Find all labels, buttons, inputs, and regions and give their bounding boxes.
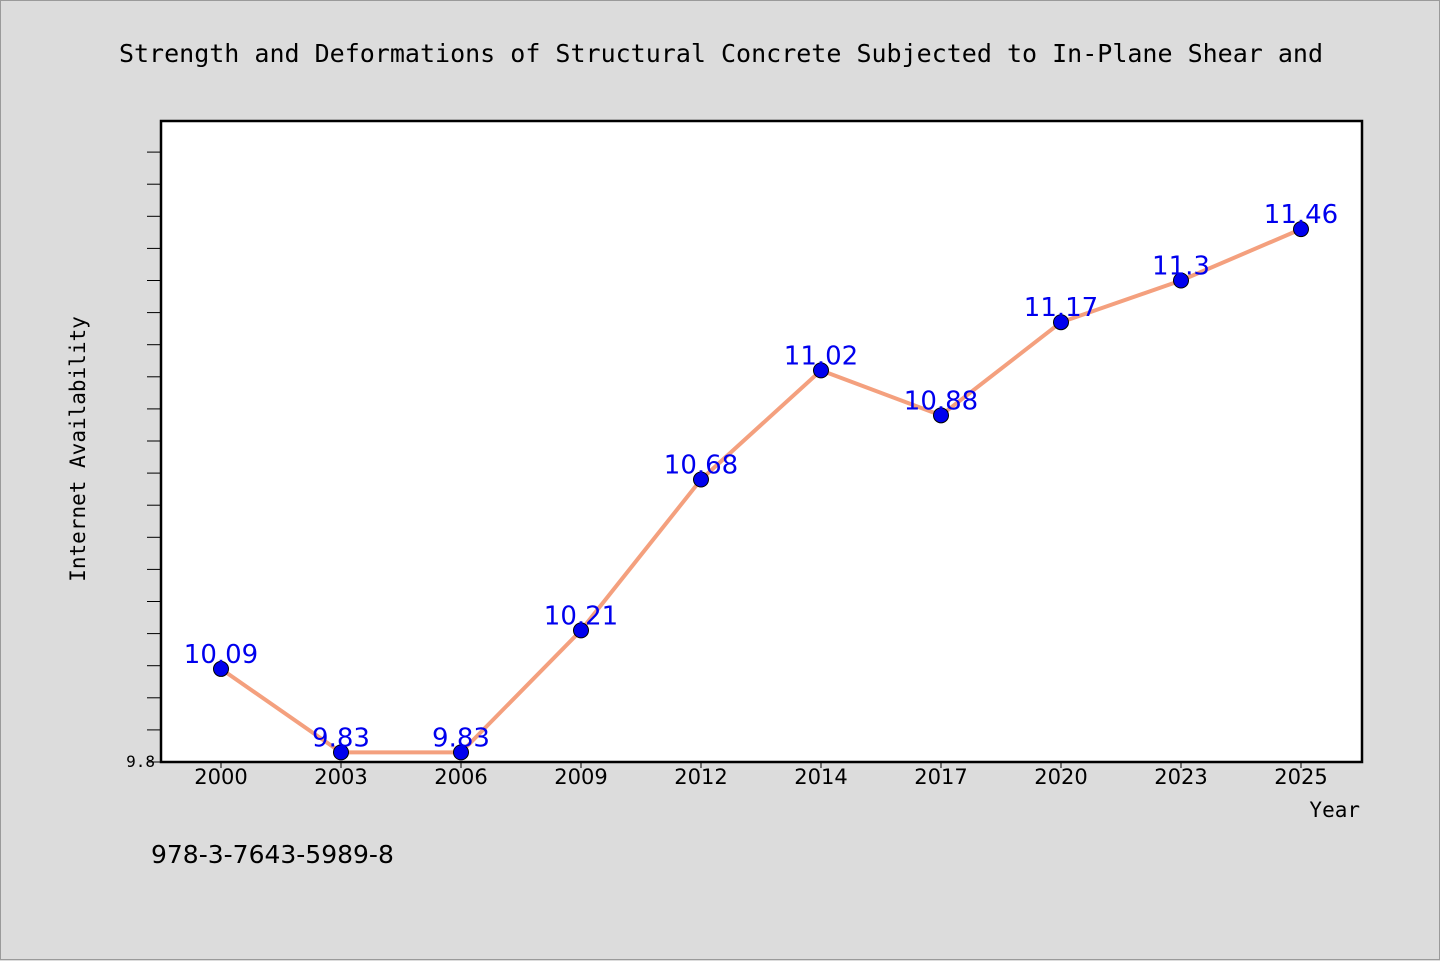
data-label: 10.09 (184, 640, 258, 670)
data-label: 10.68 (664, 451, 738, 481)
y-axis-ticks: 9.8 (126, 151, 161, 771)
x-tick-label: 2017 (914, 765, 967, 789)
data-label: 9.83 (312, 723, 370, 753)
series-layer (213, 221, 1309, 761)
x-tick-label: 2006 (434, 765, 487, 789)
x-tick-label: 2012 (674, 765, 727, 789)
x-tick-label: 2000 (194, 765, 247, 789)
data-point (1173, 272, 1189, 289)
data-point (453, 744, 469, 761)
y-tick-label: 9.8 (126, 752, 155, 771)
data-point (933, 407, 949, 424)
data-label: 11.46 (1264, 200, 1338, 230)
data-point (813, 362, 829, 379)
y-axis-label: Internet Availability (66, 316, 90, 582)
data-labels: 10.09 9.83 9.83 10.21 10.68 11.02 10.88 11.17 11… (184, 200, 1338, 753)
x-tick-label: 2009 (554, 765, 607, 789)
x-tick-label: 2003 (314, 765, 367, 789)
data-label: 10.21 (544, 601, 618, 631)
x-tick-label: 2020 (1034, 765, 1087, 789)
x-tick-label: 2025 (1274, 765, 1327, 789)
data-point (1293, 221, 1309, 238)
data-label: 11.02 (784, 341, 858, 371)
data-point (573, 622, 589, 639)
data-label: 9.83 (432, 723, 490, 753)
x-axis-ticks: 2000 2003 2006 2009 2012 2014 2017 2020 2023 2025 (194, 762, 1328, 789)
data-label: 11.17 (1024, 293, 1098, 323)
chart-title: Strength and Deformations of Structural … (119, 39, 1323, 68)
data-point (1053, 314, 1069, 331)
data-point (213, 660, 229, 677)
data-label: 10.88 (904, 386, 978, 416)
data-point (333, 744, 349, 761)
x-axis-label: Year (1309, 798, 1360, 822)
x-tick-label: 2014 (794, 765, 847, 789)
series-line (219, 227, 1303, 755)
isbn-label: 978-3-7643-5989-8 (151, 840, 394, 869)
x-tick-label: 2023 (1154, 765, 1207, 789)
plot-area (159, 119, 1364, 764)
data-label: 11.3 (1152, 252, 1210, 282)
data-point (693, 471, 709, 488)
